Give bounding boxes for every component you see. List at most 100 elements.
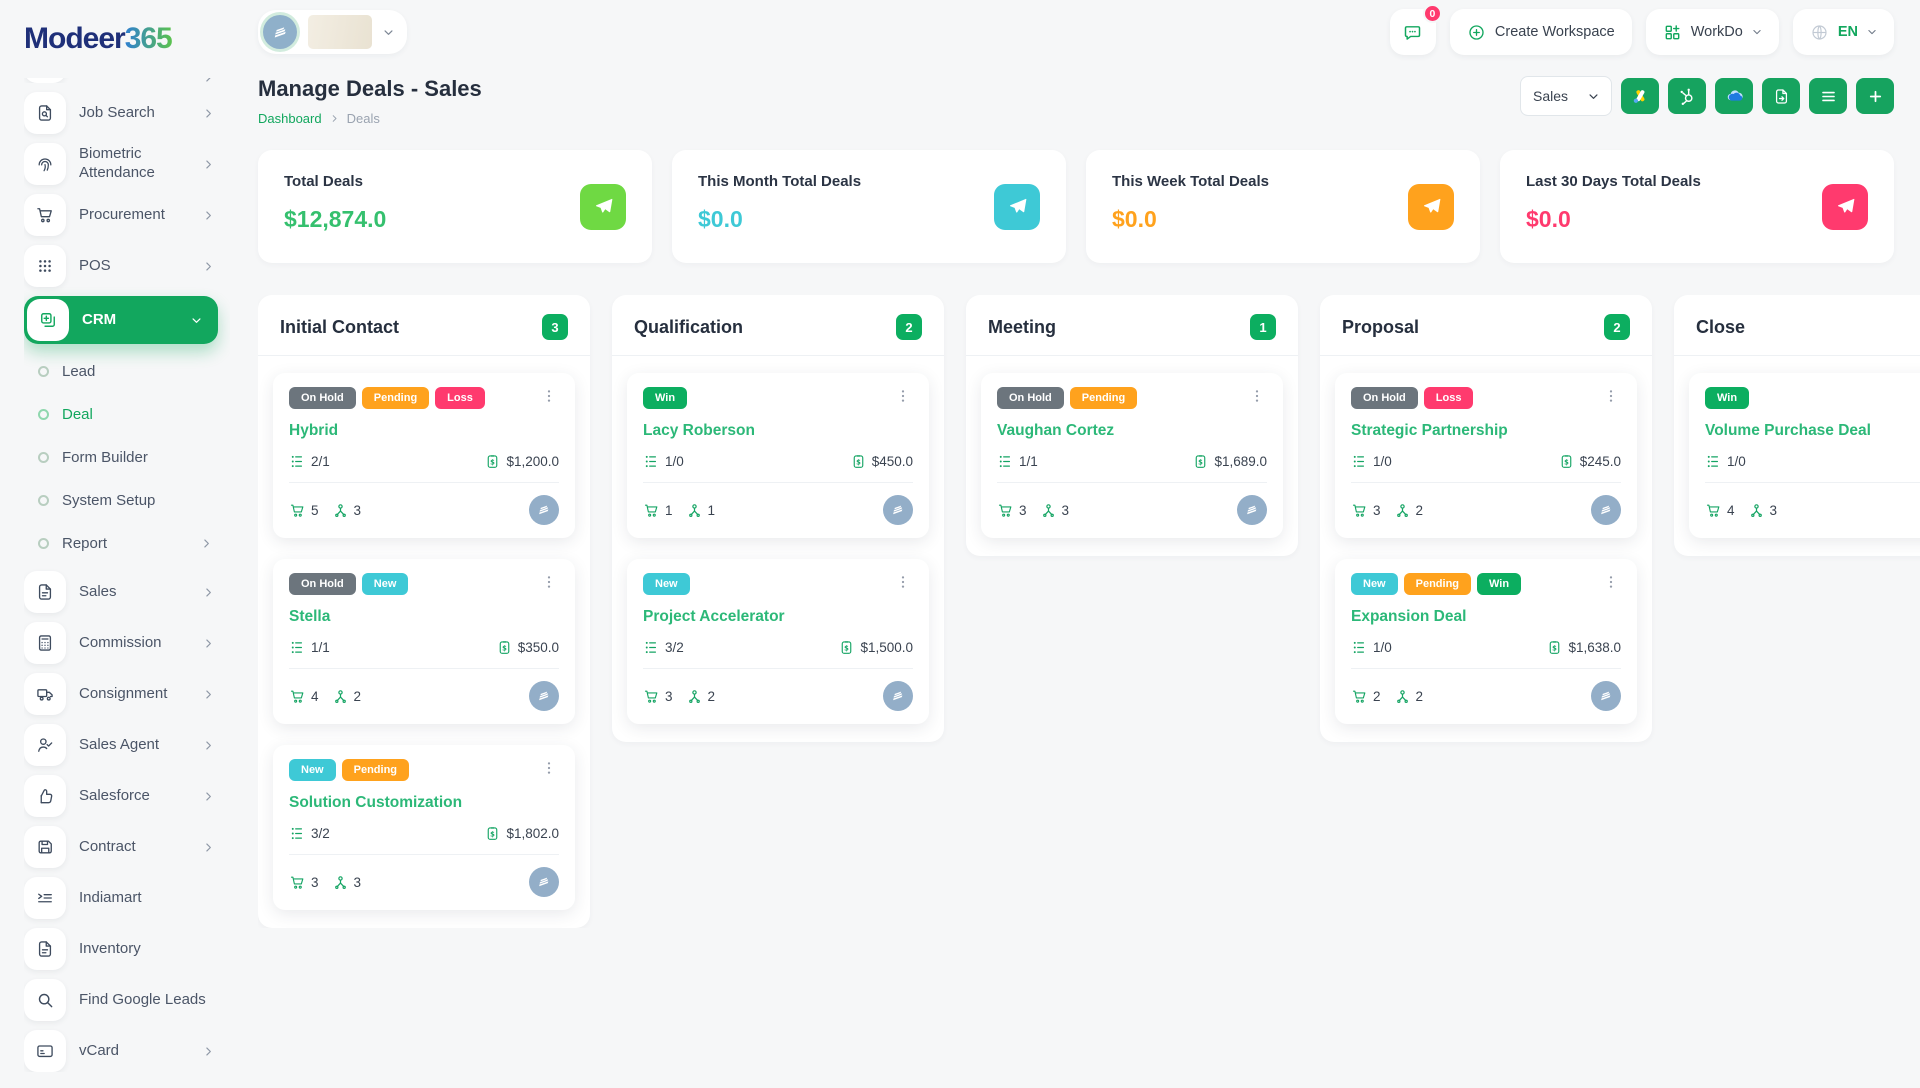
sidebar-item-partial[interactable] [24, 78, 230, 83]
deal-card[interactable]: Win Lacy Roberson 1/0 $450.0 1 [627, 373, 929, 538]
card-menu-button[interactable] [1603, 573, 1621, 591]
users-count: 2 [353, 688, 362, 704]
onedrive-button[interactable] [1715, 78, 1753, 114]
bullet-icon [38, 538, 49, 549]
users-count: 2 [1415, 502, 1424, 518]
sidebar-item-contract[interactable]: Contract [24, 826, 230, 868]
fingerprint-icon [24, 143, 66, 185]
messages-button[interactable]: 0 [1389, 4, 1442, 55]
status-badge: New [289, 759, 336, 781]
sidebar-item-indiamart[interactable]: Indiamart [24, 877, 230, 919]
sidebar-item-inventory[interactable]: Inventory [24, 928, 230, 970]
deal-title[interactable]: Volume Purchase Deal [1705, 422, 1871, 439]
tasks-count: 1/0 [1727, 454, 1746, 469]
list-view-button[interactable] [1809, 78, 1847, 114]
card-menu-button[interactable] [1249, 387, 1267, 405]
card-menu-button[interactable] [895, 387, 913, 405]
card-menu-button[interactable] [895, 573, 913, 591]
deal-title[interactable]: Expansion Deal [1351, 608, 1467, 625]
language-selector[interactable]: EN [1792, 9, 1894, 55]
workspace-selector[interactable] [258, 10, 407, 54]
hubspot-icon [1678, 87, 1697, 106]
users-icon [332, 874, 349, 891]
sidebar-item-job-search[interactable]: Job Search [24, 92, 230, 134]
sidebar-item-label: CRM [82, 310, 117, 328]
card-menu-button[interactable] [541, 759, 559, 777]
chat-icon [1402, 22, 1423, 43]
products-icon [1351, 502, 1368, 519]
sidebar-item-sales-agent[interactable]: Sales Agent [24, 724, 230, 766]
deal-card[interactable]: On Hold Pending Vaughan Cortez 1/1 $1,68… [981, 373, 1283, 538]
sidebar-item-pos[interactable]: POS [24, 245, 230, 287]
deal-title[interactable]: Solution Customization [289, 794, 463, 811]
kebab-icon [541, 574, 557, 590]
chevron-right-icon [203, 159, 214, 170]
deal-title[interactable]: Project Accelerator [643, 608, 785, 625]
deal-card[interactable]: New Pending Solution Customization 3/2 $… [273, 745, 575, 910]
status-badge: Win [1477, 573, 1522, 595]
sidebar-item-crm[interactable]: CRM [24, 296, 218, 344]
kebab-icon [1603, 574, 1619, 590]
breadcrumb-dashboard-link[interactable]: Dashboard [258, 111, 322, 126]
deal-title[interactable]: Vaughan Cortez [997, 422, 1115, 439]
deal-card[interactable]: On Hold New Stella 1/1 $350.0 [273, 559, 575, 724]
tasks-icon [643, 453, 660, 470]
sidebar-item-salesforce[interactable]: Salesforce [24, 775, 230, 817]
users-icon [332, 688, 349, 705]
submenu-item-form-builder[interactable]: Form Builder [38, 439, 230, 476]
deal-title[interactable]: Stella [289, 608, 331, 625]
submenu-item-deal[interactable]: Deal [38, 396, 230, 433]
deal-card[interactable]: New Project Accelerator 3/2 $1,500.0 [627, 559, 929, 724]
sidebar-item-sales[interactable]: Sales [24, 571, 230, 613]
divider [1351, 668, 1621, 669]
products-count: 3 [665, 688, 673, 704]
stat-card-week-deals: This Week Total Deals $0.0 [1086, 150, 1480, 263]
deal-title[interactable]: Hybrid [289, 422, 339, 439]
sidebar-item-vcard[interactable]: vCard [24, 1030, 230, 1072]
divider [643, 482, 913, 483]
sidebar-item-biometric-attendance[interactable]: Biometric Attendance [24, 143, 230, 185]
deal-card[interactable]: On Hold Pending Loss Hybrid 2/1 $1,200.0 [273, 373, 575, 538]
page-header: Manage Deals - Sales Dashboard Deals Sal… [258, 76, 1894, 126]
create-workspace-button[interactable]: Create Workspace [1449, 9, 1632, 55]
pipeline-select[interactable]: Sales [1520, 76, 1612, 116]
stat-card-month-deals: This Month Total Deals $0.0 [672, 150, 1066, 263]
hubspot-button[interactable] [1668, 78, 1706, 114]
column-cards: On Hold Loss Strategic Partnership 1/0 $… [1320, 356, 1652, 742]
sidebar-item-find-google-leads[interactable]: Find Google Leads [24, 979, 230, 1021]
stat-value: $0.0 [1526, 206, 1571, 232]
sidebar-item-label: Contract [79, 837, 136, 855]
card-menu-button[interactable] [1603, 387, 1621, 405]
workspace-menu-button[interactable]: WorkDo [1645, 9, 1779, 55]
products-count: 3 [1019, 502, 1027, 518]
list-view-icon [1819, 87, 1838, 106]
sidebar-item-consignment[interactable]: Consignment [24, 673, 230, 715]
add-deal-button[interactable] [1856, 78, 1894, 114]
submenu-item-report[interactable]: Report [38, 525, 230, 562]
deal-title[interactable]: Lacy Roberson [643, 422, 755, 439]
submenu-item-lead[interactable]: Lead [38, 353, 230, 390]
avatar [529, 867, 559, 897]
card-menu-button[interactable] [541, 573, 559, 591]
users-count: 3 [353, 502, 362, 518]
google-ads-button[interactable] [1621, 78, 1659, 114]
price-icon [838, 639, 855, 656]
tasks-icon [289, 825, 306, 842]
sidebar-item-commission[interactable]: Commission [24, 622, 230, 664]
app-logo[interactable]: Modeer365 [24, 22, 230, 56]
export-button[interactable] [1762, 78, 1800, 114]
chevron-right-icon [203, 689, 214, 700]
products-icon [1351, 688, 1368, 705]
deal-card[interactable]: On Hold Loss Strategic Partnership 1/0 $… [1335, 373, 1637, 538]
card-menu-button[interactable] [541, 387, 559, 405]
onedrive-icon [1725, 87, 1744, 106]
deal-card[interactable]: Win Volume Purchase Deal 1/0 [1689, 373, 1920, 538]
deal-title[interactable]: Strategic Partnership [1351, 422, 1508, 439]
column-cards: On Hold Pending Loss Hybrid 2/1 $1,200.0 [258, 356, 590, 928]
sidebar-item-procurement[interactable]: Procurement [24, 194, 230, 236]
submenu-item-system-setup[interactable]: System Setup [38, 482, 230, 519]
create-workspace-label: Create Workspace [1494, 24, 1615, 40]
deal-card[interactable]: New Pending Win Expansion Deal 1/0 $1,63… [1335, 559, 1637, 724]
tasks-count: 1/1 [1019, 454, 1038, 469]
avatar [529, 495, 559, 525]
